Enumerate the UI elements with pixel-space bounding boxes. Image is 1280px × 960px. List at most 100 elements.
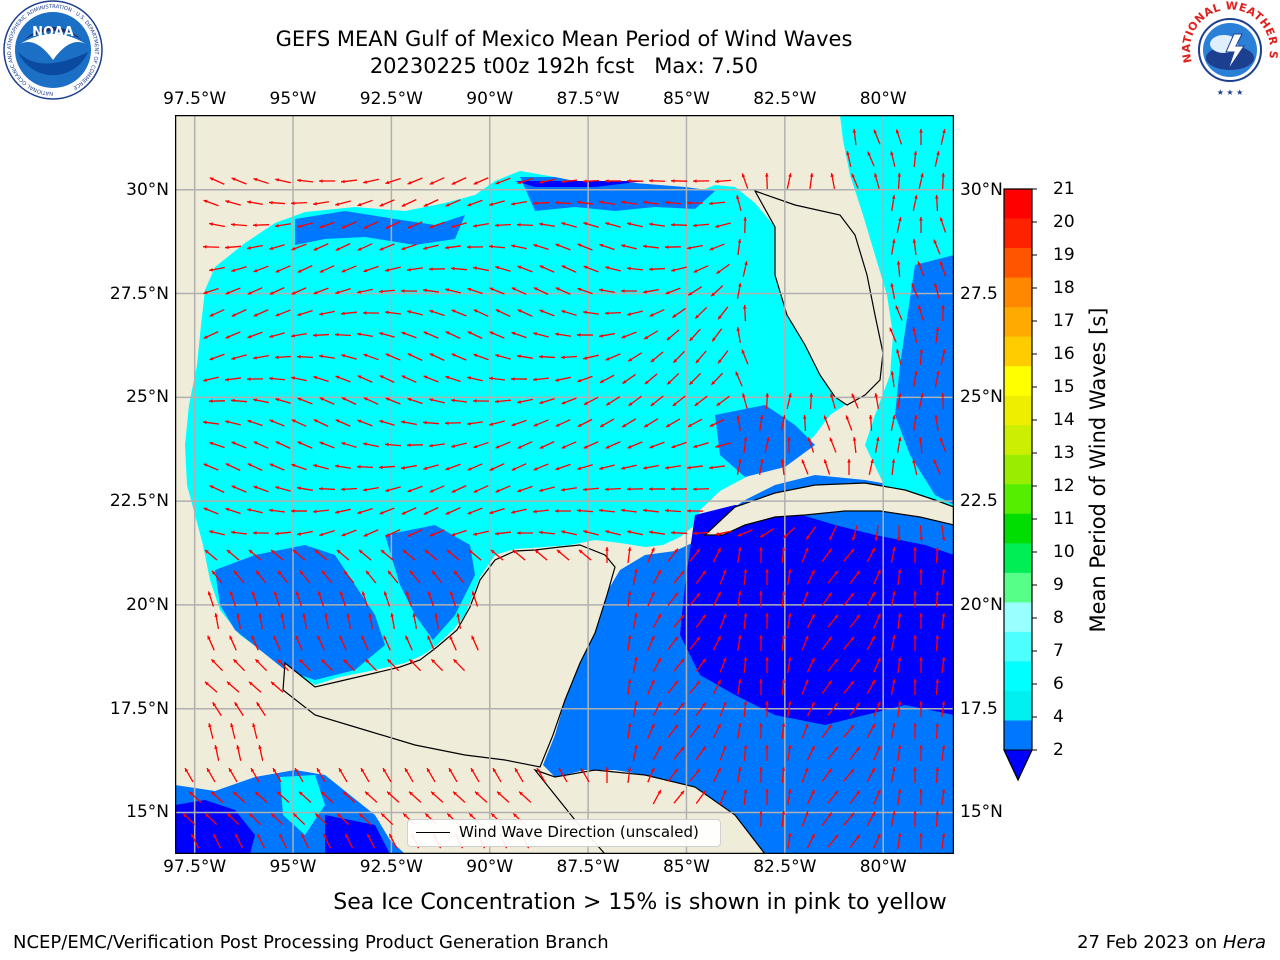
wind-arrow <box>576 200 594 205</box>
wind-arrow <box>225 200 241 206</box>
wind-arrow <box>719 745 727 761</box>
wind-arrow <box>422 420 440 425</box>
wind-arrow <box>385 397 401 405</box>
wind-arrow <box>913 150 918 168</box>
lon-tick-label-bottom: 97.5°W <box>163 857 227 877</box>
wind-arrow <box>912 327 918 343</box>
wind-arrow <box>291 333 307 338</box>
wind-arrow <box>208 723 214 739</box>
colorbar-segment <box>1004 248 1032 279</box>
wind-arrow <box>298 791 312 803</box>
wind-arrow <box>710 372 724 386</box>
wind-arrow <box>539 178 555 184</box>
wind-arrow <box>318 179 336 183</box>
wind-arrow <box>224 377 242 382</box>
wind-arrow <box>689 680 701 694</box>
wind-arrow <box>296 354 314 359</box>
wind-arrow <box>897 568 902 586</box>
wind-arrow <box>206 767 216 783</box>
wind-arrow <box>736 283 742 299</box>
wind-arrow <box>434 613 440 629</box>
wind-arrow <box>765 568 769 586</box>
wind-arrow <box>336 812 350 826</box>
wind-arrow <box>401 420 417 426</box>
lat-tick-label-right: 20°N <box>960 594 1003 615</box>
wind-arrow <box>687 418 703 428</box>
wind-arrow <box>291 419 307 427</box>
wind-arrow <box>318 486 336 491</box>
wind-arrow <box>650 395 664 407</box>
wind-arrow <box>248 549 262 561</box>
legend-line-sample <box>416 832 450 833</box>
wind-arrow <box>849 790 861 804</box>
wind-arrow <box>385 266 401 272</box>
wind-arrow <box>379 375 395 383</box>
wind-arrow <box>743 656 748 674</box>
wind-arrow <box>919 656 923 674</box>
wind-arrow <box>554 332 572 337</box>
wind-arrow <box>274 355 292 360</box>
wind-arrow <box>896 349 902 365</box>
colorbar-segment <box>1004 454 1032 485</box>
wind-arrow <box>686 509 704 513</box>
wind-arrow <box>672 307 686 319</box>
wind-arrow <box>401 331 417 339</box>
wind-arrow <box>429 529 445 537</box>
wind-arrow <box>695 702 707 716</box>
wind-arrow <box>628 395 642 407</box>
wind-arrow <box>495 485 511 493</box>
wind-arrow <box>692 179 710 183</box>
wind-arrow <box>642 508 660 513</box>
wind-arrow <box>648 487 666 491</box>
wind-arrow <box>866 723 876 739</box>
colorbar-tick-label: 11 <box>1053 509 1075 529</box>
wind-arrow <box>913 371 918 387</box>
wind-arrow <box>430 658 444 672</box>
wind-arrow <box>429 353 445 361</box>
wind-arrow <box>686 465 704 470</box>
wind-arrow <box>256 833 266 849</box>
wind-arrow <box>314 549 328 561</box>
wind-arrow <box>670 223 688 227</box>
wind-arrow <box>532 201 550 206</box>
wind-arrow <box>253 398 269 404</box>
wind-arrow <box>605 441 621 449</box>
wind-arrow <box>897 392 902 410</box>
wind-arrow <box>275 397 291 404</box>
wind-arrow <box>357 419 373 427</box>
wind-arrow <box>383 635 391 651</box>
wind-arrow <box>918 173 924 189</box>
wind-arrow <box>444 421 462 425</box>
wind-arrow <box>787 568 792 586</box>
wind-arrow <box>385 221 401 229</box>
wind-arrow <box>801 679 809 695</box>
wind-arrow <box>423 507 439 515</box>
wind-arrow <box>445 507 461 515</box>
wind-arrow <box>339 591 347 607</box>
wind-arrow <box>919 216 923 234</box>
wind-arrow <box>346 613 352 629</box>
wind-arrow <box>473 353 489 361</box>
wind-arrow <box>428 443 446 448</box>
wind-arrow <box>781 590 786 608</box>
wind-arrow <box>599 464 615 470</box>
wind-arrow <box>489 287 505 295</box>
colorbar-tick-label: 19 <box>1053 245 1075 265</box>
colorbar-tick-label: 15 <box>1053 377 1075 397</box>
wind-arrow <box>385 177 401 185</box>
wind-arrow <box>913 634 917 652</box>
wind-arrow <box>202 420 220 425</box>
wind-arrow <box>255 570 267 584</box>
wind-arrow <box>295 591 303 607</box>
wind-arrow <box>561 530 577 536</box>
wind-arrow <box>409 570 421 584</box>
wind-arrow <box>214 745 220 761</box>
wind-arrow <box>364 791 378 803</box>
wind-arrow <box>741 349 749 365</box>
wind-arrow <box>212 833 222 849</box>
wind-arrow <box>715 442 731 448</box>
wind-arrow <box>843 548 855 562</box>
wind-arrow <box>561 309 577 316</box>
wind-arrow <box>742 393 748 409</box>
wind-arrow <box>313 287 329 295</box>
